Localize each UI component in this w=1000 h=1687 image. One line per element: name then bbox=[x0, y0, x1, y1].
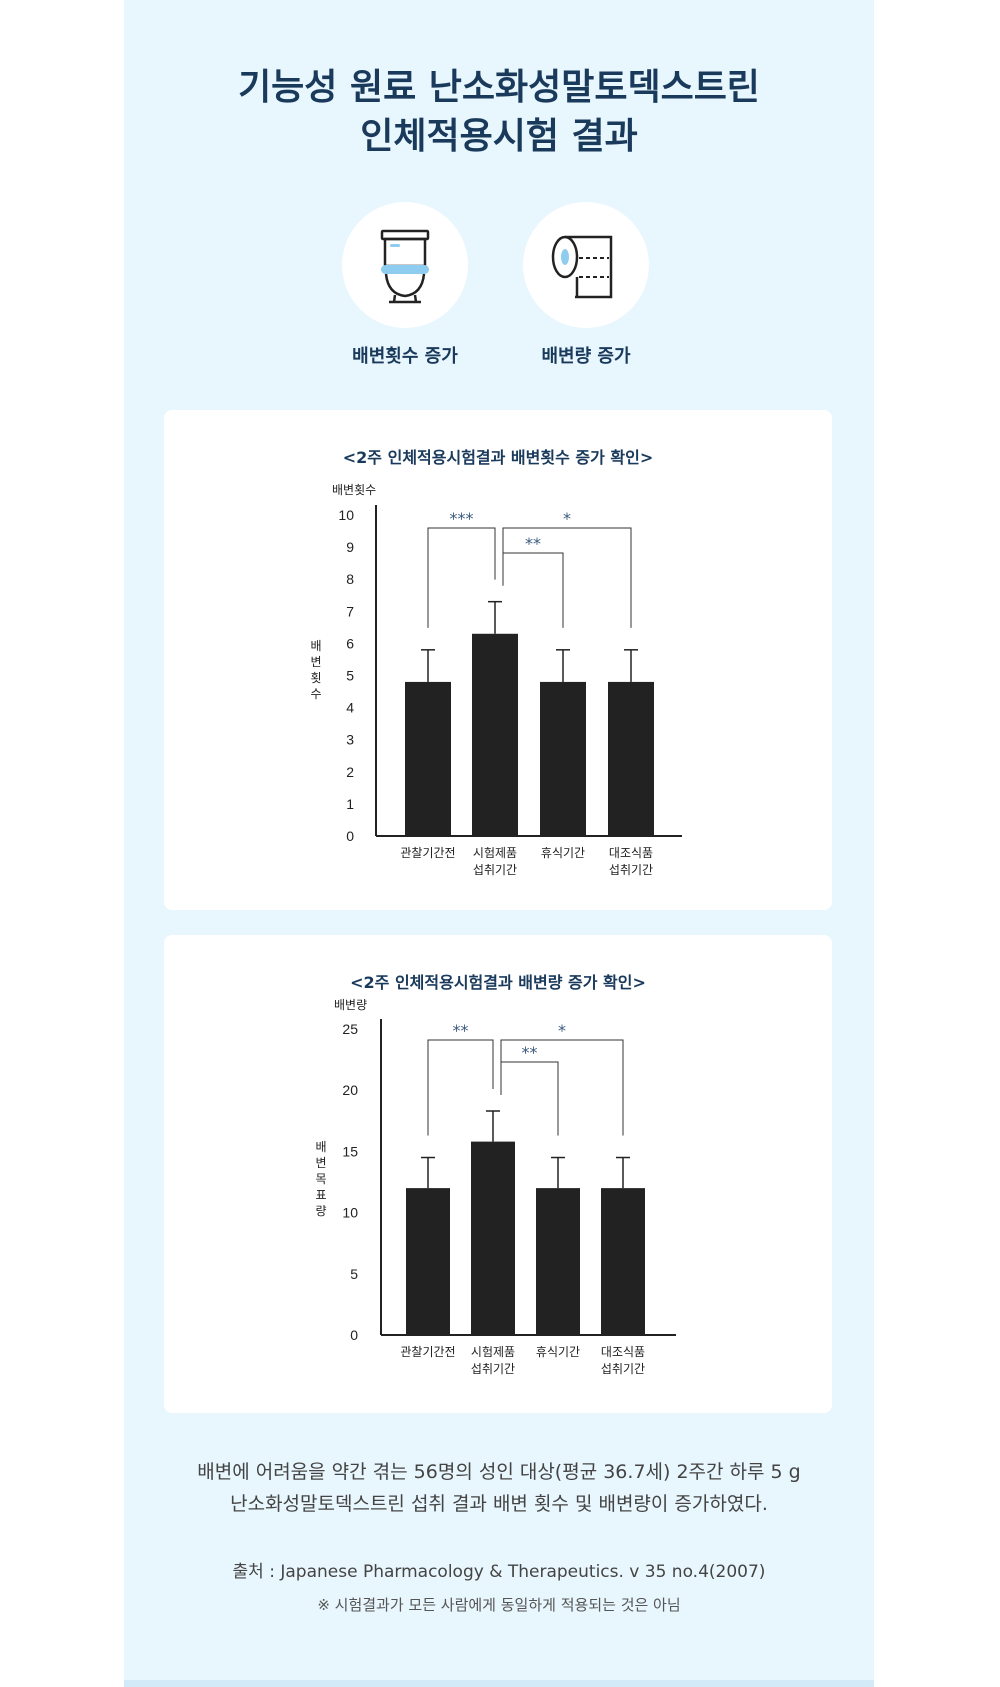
y-tick-label: 3 bbox=[346, 732, 354, 748]
significance-label: *** bbox=[450, 509, 474, 528]
y-tick-label: 6 bbox=[346, 635, 354, 651]
bar bbox=[471, 1141, 515, 1335]
y-tick-label: 0 bbox=[346, 828, 354, 844]
x-category-label: 휴식기간 bbox=[536, 1345, 580, 1359]
x-category-label: 대조식품 bbox=[609, 846, 653, 860]
y-axis-side-label: 변 bbox=[315, 1156, 326, 1170]
y-axis-side-label: 목 bbox=[315, 1172, 326, 1186]
page-title-line2: 인체적용시험 결과 bbox=[360, 116, 638, 157]
significance-bracket bbox=[502, 527, 632, 628]
y-axis-side-label: 수 bbox=[310, 687, 321, 701]
y-tick-label: 25 bbox=[342, 1021, 358, 1037]
bar bbox=[540, 681, 586, 836]
significance-bracket bbox=[427, 527, 496, 628]
y-tick-label: 4 bbox=[346, 700, 354, 716]
toilet-paper-icon bbox=[551, 235, 613, 299]
y-tick-label: 0 bbox=[350, 1327, 358, 1343]
x-category-label: 관찰기간전 bbox=[400, 846, 455, 860]
x-category-label: 섭취기간 bbox=[609, 863, 653, 877]
benefit-circle-1 bbox=[342, 202, 468, 328]
x-category-label: 섭취기간 bbox=[601, 1362, 645, 1376]
x-category-label: 관찰기간전 bbox=[400, 1345, 455, 1359]
benefit-label-2: 배변량 증가 bbox=[541, 346, 631, 367]
x-category-label: 섭취기간 bbox=[473, 863, 517, 877]
significance-label: ** bbox=[522, 1043, 538, 1062]
x-category-label: 섭취기간 bbox=[471, 1362, 515, 1376]
significance-bracket bbox=[500, 1039, 624, 1136]
chart-title: <2주 인체적용시험결과 배변횟수 증가 확인> bbox=[342, 448, 654, 467]
disclaimer-note: ※ 시험결과가 모든 사람에게 동일하게 적용되는 것은 아님 bbox=[317, 1596, 681, 1614]
bar bbox=[608, 681, 654, 836]
y-axis-side-label: 량 bbox=[315, 1204, 326, 1218]
y-axis-side-label: 배 bbox=[315, 1140, 326, 1154]
benefit-circle-2 bbox=[523, 202, 649, 328]
y-tick-label: 15 bbox=[342, 1143, 358, 1159]
description-line1: 배변에 어려움을 약간 겪는 56명의 성인 대상(평균 36.7세) 2주간 … bbox=[197, 1461, 801, 1483]
chart-card-1: <2주 인체적용시험결과 배변횟수 증가 확인> 0 1 2 3 4 5 6 7 8 9 10 배변횟… bbox=[164, 410, 832, 910]
x-category-label: 휴식기간 bbox=[541, 846, 585, 860]
bar bbox=[405, 681, 451, 836]
x-category-label: 시험제품 bbox=[471, 1345, 515, 1359]
bar bbox=[601, 1188, 645, 1335]
source-citation: 출처 : Japanese Pharmacology & Therapeutic… bbox=[232, 1562, 766, 1582]
x-category-label: 대조식품 bbox=[601, 1345, 645, 1359]
significance-bracket bbox=[502, 552, 564, 628]
y-axis-side-label: 배 bbox=[310, 639, 321, 653]
x-category-label: 시험제품 bbox=[473, 846, 517, 860]
y-tick-label: 8 bbox=[346, 571, 354, 587]
significance-bracket bbox=[500, 1061, 559, 1136]
y-tick-label: 2 bbox=[346, 764, 354, 780]
toilet-icon bbox=[380, 229, 430, 304]
y-tick-label: 10 bbox=[342, 1205, 358, 1221]
benefit-label-1: 배변횟수 증가 bbox=[352, 346, 458, 367]
y-tick-label: 20 bbox=[342, 1082, 358, 1098]
y-tick-label: 5 bbox=[346, 668, 354, 684]
y-axis-side-label: 변 bbox=[310, 655, 321, 669]
y-axis-side-label: 횟 bbox=[310, 671, 321, 685]
bar bbox=[472, 633, 518, 836]
y-axis-top-label: 배변횟수 bbox=[332, 483, 376, 497]
y-axis-top-label: 배변량 bbox=[334, 998, 367, 1012]
significance-label: ** bbox=[453, 1021, 469, 1040]
y-tick-label: 10 bbox=[338, 507, 354, 523]
significance-label: * bbox=[563, 509, 571, 528]
bar bbox=[536, 1188, 580, 1335]
chart-title: <2주 인체적용시험결과 배변량 증가 확인> bbox=[350, 973, 646, 992]
page-title-line1: 기능성 원료 난소화성말토덱스트린 bbox=[238, 67, 760, 108]
y-axis-side-label: 표 bbox=[315, 1188, 326, 1202]
bottom-strip bbox=[124, 1680, 874, 1687]
y-tick-label: 7 bbox=[346, 603, 354, 619]
y-tick-label: 5 bbox=[350, 1266, 358, 1282]
y-tick-label: 9 bbox=[346, 539, 354, 555]
significance-label: * bbox=[558, 1021, 566, 1040]
y-tick-label: 1 bbox=[346, 796, 354, 812]
description-line2: 난소화성말토덱스트린 섭취 결과 배변 횟수 및 배변량이 증가하였다. bbox=[230, 1493, 768, 1515]
bar bbox=[406, 1188, 450, 1335]
significance-bracket bbox=[427, 1039, 494, 1136]
significance-label: ** bbox=[525, 534, 541, 553]
